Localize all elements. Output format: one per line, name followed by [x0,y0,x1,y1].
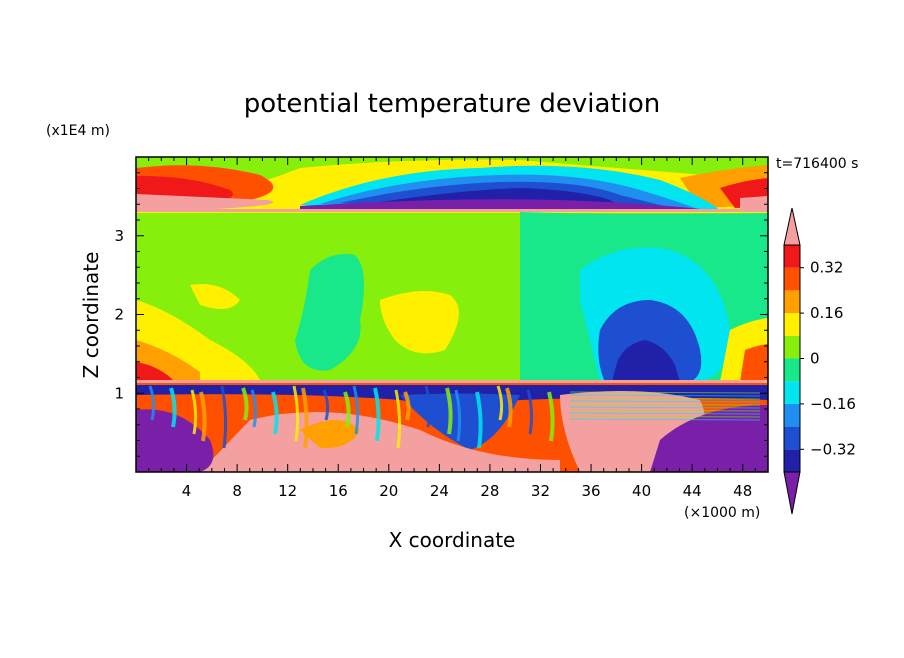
x-tick-label: 24 [430,482,449,500]
top-layer-green [136,157,768,203]
colorbar-swatch [784,381,800,404]
colorbar-tick-label: 0.32 [810,259,843,277]
low-wave-line [569,415,761,418]
colorbar-swatch [784,358,800,382]
x-tick-label: 20 [379,482,398,500]
low-pink-core [200,412,560,472]
x-unit-label: (×1000 m) [684,505,760,521]
low-streak [322,389,330,421]
colorbar-extend-top [783,207,801,246]
top-purple [300,199,720,212]
x-tick-label: 48 [733,482,752,500]
colorbar-swatch [784,245,800,268]
low-wave-line [569,394,761,397]
x-tick-label: 40 [632,482,651,500]
low-streak [424,385,432,428]
colorbar-tick-label: −0.16 [810,395,856,413]
low-streak [271,391,279,435]
low-wave-line [569,406,761,409]
x-axis-label: X coordinate [389,528,516,552]
low-streak [220,385,228,449]
heatmap-field [136,157,768,472]
low-streak [352,385,360,435]
y-tick-label: 1 [114,384,124,402]
top-left-pink [136,194,274,212]
low-wave-line [569,403,761,406]
low-streak [241,387,249,421]
low-streak [301,387,309,449]
y-axis: 1 2 3 [114,172,768,457]
y-axis-label: Z coordinate [79,252,103,379]
mid-right-darkblue [612,340,680,382]
x-tick-label: 44 [683,482,702,500]
x-tick-label: 32 [531,482,550,500]
colorbar-swatch [784,403,800,427]
mid-left-yellow-streak [190,284,240,309]
x-tick-label: 16 [329,482,348,500]
colorbar-tick-label: −0.32 [810,440,856,458]
low-streak [454,389,462,442]
top-right-pink [740,196,768,210]
y-tick-label: 2 [114,306,124,324]
colorbar-tick-label: 0.16 [810,304,843,322]
x-tick-label: 4 [182,482,192,500]
colorbar-extend-bottom [783,471,801,515]
x-tick-label: 36 [581,482,600,500]
boundary-line [136,380,768,383]
low-streak [505,387,513,428]
colorbar-tick-label: 0 [810,350,820,368]
chart-title: potential temperature deviation [244,89,660,119]
low-wave-line [569,397,761,400]
x-tick-label: 8 [232,482,242,500]
colorbar-swatch [784,267,800,291]
low-streak [343,391,351,428]
low-streak [475,391,483,449]
colorbar-swatch [784,313,800,336]
low-streak [496,385,504,421]
low-streak [547,391,555,442]
low-streak [250,389,258,428]
low-orange-blob [300,420,360,449]
low-streak [190,389,198,435]
low-wave-line [569,400,761,403]
low-streak [148,385,156,421]
mid-left-red [136,362,175,382]
low-streak [526,389,534,435]
low-wave-line [569,412,761,415]
mid-green-plume [295,254,364,371]
low-streak [199,391,207,442]
mid-right-orange [740,344,768,382]
low-streak [394,389,402,449]
tropopause-line [136,209,768,212]
colorbar-swatch [784,335,800,359]
colorbar: 0.32 0.16 0 −0.16 −0.32 [783,207,856,515]
low-wave-line [569,391,761,394]
colorbar-swatch [784,449,800,472]
low-streak [403,391,411,421]
low-streak [445,387,453,435]
mid-yellow-plume [380,291,459,354]
low-streak [292,385,300,442]
x-tick-label: 12 [278,482,297,500]
low-streak [169,387,177,428]
x-tick-label: 28 [480,482,499,500]
low-wave-line [569,418,761,421]
y-tick-label: 3 [114,227,124,245]
colorbar-swatch [784,290,800,314]
y-unit-label: (x1E4 m) [46,123,110,139]
low-wave-line [569,409,761,412]
low-streak [373,387,381,442]
low-right-purple [650,405,768,472]
x-axis: 4 8 12 16 20 24 28 32 36 40 44 48 [148,157,756,500]
colorbar-swatch [784,426,800,450]
time-label: t=716400 s [776,156,858,172]
